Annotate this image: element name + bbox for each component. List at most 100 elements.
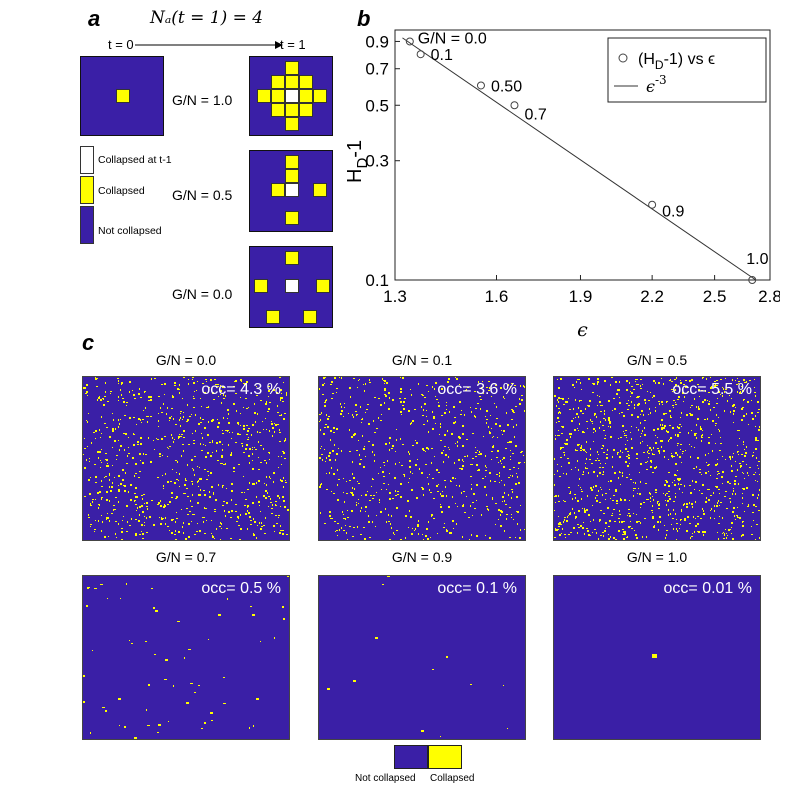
fit-line (402, 37, 757, 281)
legend-label-collapsed-prev: Collapsed at t-1 (98, 154, 172, 166)
sim-map: occ= 0.5 % (82, 575, 290, 740)
collapsed-cell (313, 183, 327, 197)
collapsed-cell (271, 75, 285, 89)
row-label-gn-0: G/N = 0.0 (172, 286, 233, 302)
sim-panel-title: G/N = 0.9 (391, 549, 453, 565)
collapsed-cell (303, 310, 317, 324)
row-label-gn-1: G/N = 1.0 (172, 92, 233, 108)
legend-label-points: (HD-1) vs ϵ (638, 51, 715, 72)
previous-collapsed-cell (285, 183, 299, 197)
collapsed-sites (554, 377, 760, 540)
collapsed-cell (285, 61, 299, 75)
x-tick-label: 1.3 (383, 287, 407, 306)
y-tick-label: 0.3 (365, 152, 389, 171)
collapsed-sites (83, 377, 289, 540)
t1-label: t = 1 (280, 37, 306, 52)
collapsed-sites (327, 576, 508, 737)
collapsed-cell (271, 183, 285, 197)
collapsed-sites (319, 377, 525, 540)
previous-collapsed-cell (285, 89, 299, 103)
collapsed-site-pattern (319, 377, 525, 540)
collapsed-cell (299, 103, 313, 117)
collapsed-cell (285, 75, 299, 89)
t1-grid-gn-05 (249, 150, 333, 232)
sim-map: occ= 5.5 % (553, 376, 761, 541)
y-axis-label: HD-1 (344, 140, 371, 183)
sim-panel-title: G/N = 0.7 (155, 549, 217, 565)
colorbar-label-not-collapsed: Not collapsed (355, 773, 416, 784)
legend-label-line: ϵ-3 (646, 73, 667, 96)
y-tick-label: 0.5 (365, 96, 389, 115)
sim-map: occ= 3.6 % (318, 376, 526, 541)
collapsed-cell (299, 89, 313, 103)
y-tick-label: 0.7 (365, 60, 389, 79)
legend-label-collapsed: Collapsed (98, 185, 145, 197)
x-tick-label: 1.6 (485, 287, 509, 306)
hd-vs-epsilon-chart: 1.3 1.6 1.9 2.2 2.5 2.8 0.1 0.3 0.5 0.7 0.9 ϵ HD-1 G/… (344, 29, 780, 340)
occupancy-label: occ= 0.5 % (201, 580, 281, 597)
legend-marker-points (618, 53, 628, 63)
y-tick-label: 0.1 (365, 271, 389, 290)
collapsed-cell (266, 310, 280, 324)
collapsed-cell (285, 251, 299, 265)
sim-panel-title: G/N = 0.1 (391, 352, 453, 368)
colorbar-collapsed (428, 745, 462, 769)
x-tick-label: 2.2 (640, 287, 664, 306)
occupancy-label: occ= 4.3 % (201, 381, 281, 398)
legend-swatch-collapsed-prev (80, 146, 94, 174)
sim-panel-title: G/N = 0.0 (155, 352, 217, 368)
collapsed-cell (271, 89, 285, 103)
occupancy-label: occ= 3.6 % (437, 381, 517, 398)
sim-map: occ= 0.1 % (318, 575, 526, 740)
x-axis-label: ϵ (577, 319, 588, 340)
time-arrow (135, 41, 283, 49)
collapsed-sites (83, 576, 289, 739)
collapsed-site-pattern (83, 377, 289, 540)
panel-c-letter: c (82, 330, 95, 355)
data-point (748, 276, 757, 284)
sim-map: occ= 4.3 % (82, 376, 290, 541)
panel-b-letter: b (357, 6, 371, 31)
seed-cell (116, 89, 130, 103)
legend-label-not-collapsed: Not collapsed (98, 225, 162, 237)
x-tick-label: 2.5 (703, 287, 727, 306)
data-point-label: 1.0 (746, 251, 768, 268)
data-point-label: 0.1 (431, 47, 453, 64)
previous-collapsed-cell (285, 279, 299, 293)
plot-frame (394, 29, 771, 281)
legend-swatch-not-collapsed (80, 206, 94, 244)
collapsed-site-pattern (327, 576, 508, 737)
collapsed-cell (285, 155, 299, 169)
collapsed-cell (313, 89, 327, 103)
collapsed-cell (285, 117, 299, 131)
occupancy-label: occ= 0.1 % (437, 580, 517, 597)
colorbar-label-collapsed: Collapsed (430, 773, 475, 784)
sim-panel-title: G/N = 1.0 (626, 549, 688, 565)
data-point (510, 101, 519, 110)
collapsed-site-pattern (652, 654, 657, 658)
x-tick-label: 2.8 (758, 287, 780, 306)
collapsed-cell (316, 279, 330, 293)
collapsed-sites (652, 654, 657, 658)
sim-panel-title: G/N = 0.5 (626, 352, 688, 368)
legend-box (607, 37, 767, 103)
t1-grid-gn-0 (249, 246, 333, 328)
collapsed-cell (285, 169, 299, 183)
occupancy-label: occ= 5.5 % (672, 381, 752, 398)
collapsed-cell (285, 211, 299, 225)
sim-map: occ= 0.01 % (553, 575, 761, 740)
legend-swatch-collapsed (80, 176, 94, 204)
collapsed-cell (299, 75, 313, 89)
t0-grid (80, 56, 164, 136)
t0-label: t = 0 (108, 37, 134, 52)
data-point-label: 0.7 (524, 106, 546, 123)
panel-a-letter: a (88, 6, 101, 31)
colorbar-not-collapsed (394, 745, 428, 769)
data-point (416, 50, 425, 59)
y-tick-label: 0.9 (365, 32, 389, 51)
data-point-label: 0.9 (662, 204, 684, 221)
data-point-label: G/N = 0.0 (418, 30, 487, 47)
collapsed-site-pattern (83, 576, 289, 739)
occupancy-label: occ= 0.01 % (663, 580, 753, 597)
data-point (405, 37, 414, 46)
